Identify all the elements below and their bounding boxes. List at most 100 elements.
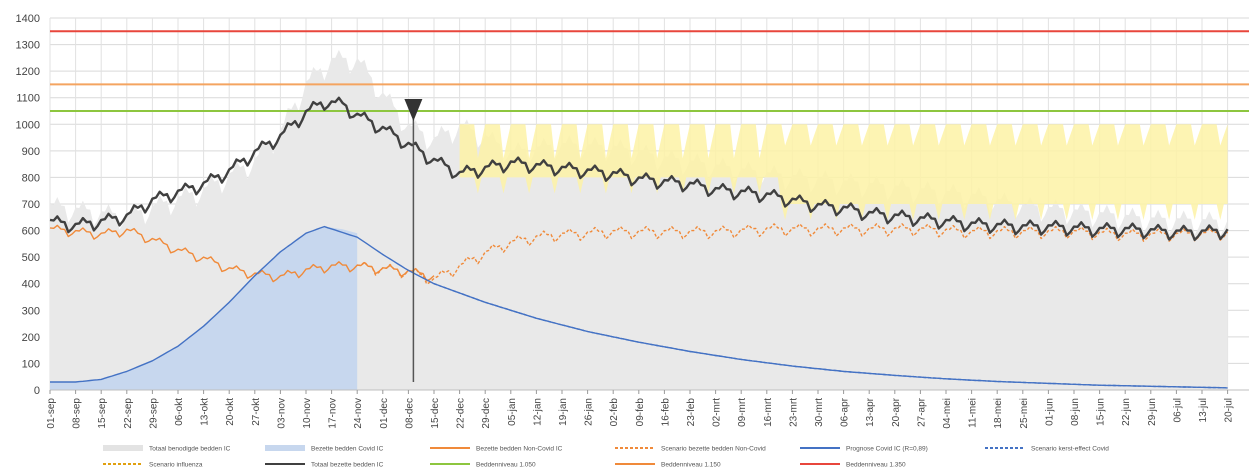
y-tick-label: 900 bbox=[22, 146, 40, 158]
legend-label: Beddenniveau 1.150 bbox=[661, 462, 721, 469]
x-axis: 01-sep 08-sep 15-sep 22-sep 29-sep 06-okt 13-o… bbox=[46, 389, 1249, 429]
legend-label: Beddenniveau 1.050 bbox=[476, 462, 536, 469]
y-tick-label: 1100 bbox=[16, 93, 40, 105]
x-tick-label: 10-nov bbox=[302, 398, 313, 429]
x-tick-label: 13-apr bbox=[865, 397, 876, 427]
area-layer bbox=[50, 49, 1228, 391]
x-tick-label: 01-sep bbox=[46, 398, 57, 429]
x-tick-label: 17-nov bbox=[328, 398, 339, 429]
legend-item-bezette-bedden-non-covid-ic: Bezette bedden Non-Covid IC bbox=[430, 446, 563, 453]
x-tick-label: 23-mrt bbox=[788, 398, 799, 427]
series-layer bbox=[49, 96, 1229, 389]
x-tick-label: 08-sep bbox=[72, 398, 83, 429]
x-tick-label: 09-feb bbox=[635, 398, 646, 427]
x-tick-label: 08-dec bbox=[404, 398, 415, 429]
x-tick-label: 30-mrt bbox=[814, 398, 825, 427]
series-prognose-covid-ic-r-0-89 bbox=[50, 225, 1228, 389]
legend-item-prognose-covid-ic-r-0-89: Prognose Covid IC (R=0,89) bbox=[800, 446, 928, 453]
legend-item-beddenniveau-1-350: Beddenniveau 1.350 bbox=[800, 462, 906, 469]
y-tick-label: 0 bbox=[34, 385, 40, 397]
legend-label: Totaal benodigde bedden IC bbox=[149, 446, 231, 453]
x-tick-label: 13-jul bbox=[1198, 398, 1209, 422]
legend-label: Totaal bezette bedden IC bbox=[311, 462, 384, 469]
legend-item-beddenniveau-1-050: Beddenniveau 1.050 bbox=[430, 462, 536, 469]
y-tick-label: 800 bbox=[22, 172, 40, 184]
legend-swatch bbox=[265, 445, 305, 451]
x-tick-label: 27-okt bbox=[251, 398, 262, 426]
x-tick-label: 15-dec bbox=[430, 398, 441, 429]
y-tick-label: 300 bbox=[22, 305, 40, 317]
x-tick-label: 18-mei bbox=[993, 398, 1004, 429]
legend-label: Beddenniveau 1.350 bbox=[846, 462, 906, 469]
series-scenario-bezette-bedden-non-covid bbox=[357, 223, 1229, 285]
now-marker-triangle bbox=[404, 99, 423, 121]
x-tick-label: 29-dec bbox=[481, 398, 492, 429]
legend-label: Bezette bedden Covid IC bbox=[311, 446, 384, 453]
y-tick-label: 100 bbox=[22, 358, 40, 370]
series-totaal-bezette-bedden-ic bbox=[49, 96, 1229, 242]
y-tick-label: 1300 bbox=[16, 40, 40, 52]
x-tick-label: 29-sep bbox=[148, 398, 159, 429]
legend-label: Scenario bezette bedden Non-Covid bbox=[661, 446, 766, 453]
legend-swatch bbox=[103, 445, 143, 451]
legend-label: Scenario influenza bbox=[149, 462, 203, 469]
legend-label: Scenario kerst-effect Covid bbox=[1031, 446, 1109, 453]
x-tick-label: 23-feb bbox=[686, 398, 697, 427]
x-tick-label: 20-apr bbox=[891, 397, 902, 427]
legend-item-bezette-bedden-covid-ic: Bezette bedden Covid IC bbox=[265, 445, 384, 453]
x-tick-label: 20-jul bbox=[1224, 398, 1235, 422]
x-tick-label: 01-dec bbox=[379, 398, 390, 429]
x-tick-label: 09-mrt bbox=[737, 398, 748, 427]
legend-item-scenario-bezette-bedden-non-covid: Scenario bezette bedden Non-Covid bbox=[615, 446, 766, 453]
x-tick-label: 16-feb bbox=[660, 398, 671, 427]
legend-item-beddenniveau-1-150: Beddenniveau 1.150 bbox=[615, 462, 721, 469]
legend-item-scenario-influenza: Scenario influenza bbox=[103, 462, 203, 469]
x-tick-label: 06-jul bbox=[1172, 398, 1183, 422]
x-tick-label: 15-sep bbox=[97, 398, 108, 429]
x-tick-label: 02-mrt bbox=[712, 398, 723, 427]
y-tick-label: 200 bbox=[22, 332, 40, 344]
x-tick-label: 27-apr bbox=[916, 397, 927, 427]
x-tick-label: 12-jan bbox=[532, 398, 543, 426]
legend-label: Prognose Covid IC (R=0,89) bbox=[846, 446, 928, 453]
y-axis: 0 100 200 300 400 500 600 700 800 900 1000 1100 1200… bbox=[16, 13, 40, 397]
x-tick-label: 11-mei bbox=[968, 398, 979, 428]
y-tick-label: 1000 bbox=[16, 119, 40, 131]
y-tick-label: 1400 bbox=[16, 13, 40, 25]
x-tick-label: 06-okt bbox=[174, 398, 185, 426]
legend: Totaal benodigde bedden IC Bezette bedden… bbox=[103, 445, 1109, 469]
x-tick-label: 01-jun bbox=[1044, 398, 1055, 426]
y-tick-label: 1200 bbox=[16, 66, 40, 78]
x-tick-label: 06-apr bbox=[840, 397, 851, 427]
x-tick-label: 29-jun bbox=[1147, 398, 1158, 426]
x-tick-label: 13-okt bbox=[200, 398, 211, 426]
x-tick-label: 20-okt bbox=[225, 398, 236, 426]
x-tick-label: 03-nov bbox=[276, 398, 287, 429]
x-tick-label: 26-jan bbox=[584, 398, 595, 426]
legend-item-totaal-benodigde-bedden-ic: Totaal benodigde bedden IC bbox=[103, 445, 231, 453]
x-tick-label: 22-jun bbox=[1121, 398, 1132, 426]
now-marker bbox=[404, 99, 423, 382]
x-tick-label: 25-mei bbox=[1019, 398, 1030, 429]
threshold-layer bbox=[50, 30, 1249, 112]
x-tick-label: 05-jan bbox=[507, 398, 518, 426]
legend-item-scenario-kerst-effect-covid: Scenario kerst-effect Covid bbox=[985, 446, 1109, 453]
x-tick-label: 16-mrt bbox=[763, 398, 774, 427]
x-tick-label: 22-dec bbox=[456, 398, 467, 429]
y-tick-label: 600 bbox=[22, 226, 40, 238]
scenario-band bbox=[459, 124, 1228, 220]
legend-label: Bezette bedden Non-Covid IC bbox=[476, 446, 563, 453]
x-tick-label: 19-jan bbox=[558, 398, 569, 426]
x-tick-label: 04-mei bbox=[942, 398, 953, 429]
x-tick-label: 08-jun bbox=[1070, 398, 1081, 426]
series-scenario-kerst-effect-covid bbox=[433, 283, 1228, 389]
x-tick-label: 22-sep bbox=[123, 398, 134, 429]
legend-item-totaal-bezette-bedden-ic: Totaal bezette bedden IC bbox=[265, 462, 384, 469]
x-tick-label: 02-feb bbox=[609, 398, 620, 427]
series-bezette-bedden-covid-ic bbox=[50, 226, 358, 390]
y-tick-label: 500 bbox=[22, 252, 40, 264]
y-tick-label: 700 bbox=[22, 199, 40, 211]
scenario-band-layer bbox=[459, 124, 1228, 220]
x-tick-label: 24-nov bbox=[353, 398, 364, 429]
